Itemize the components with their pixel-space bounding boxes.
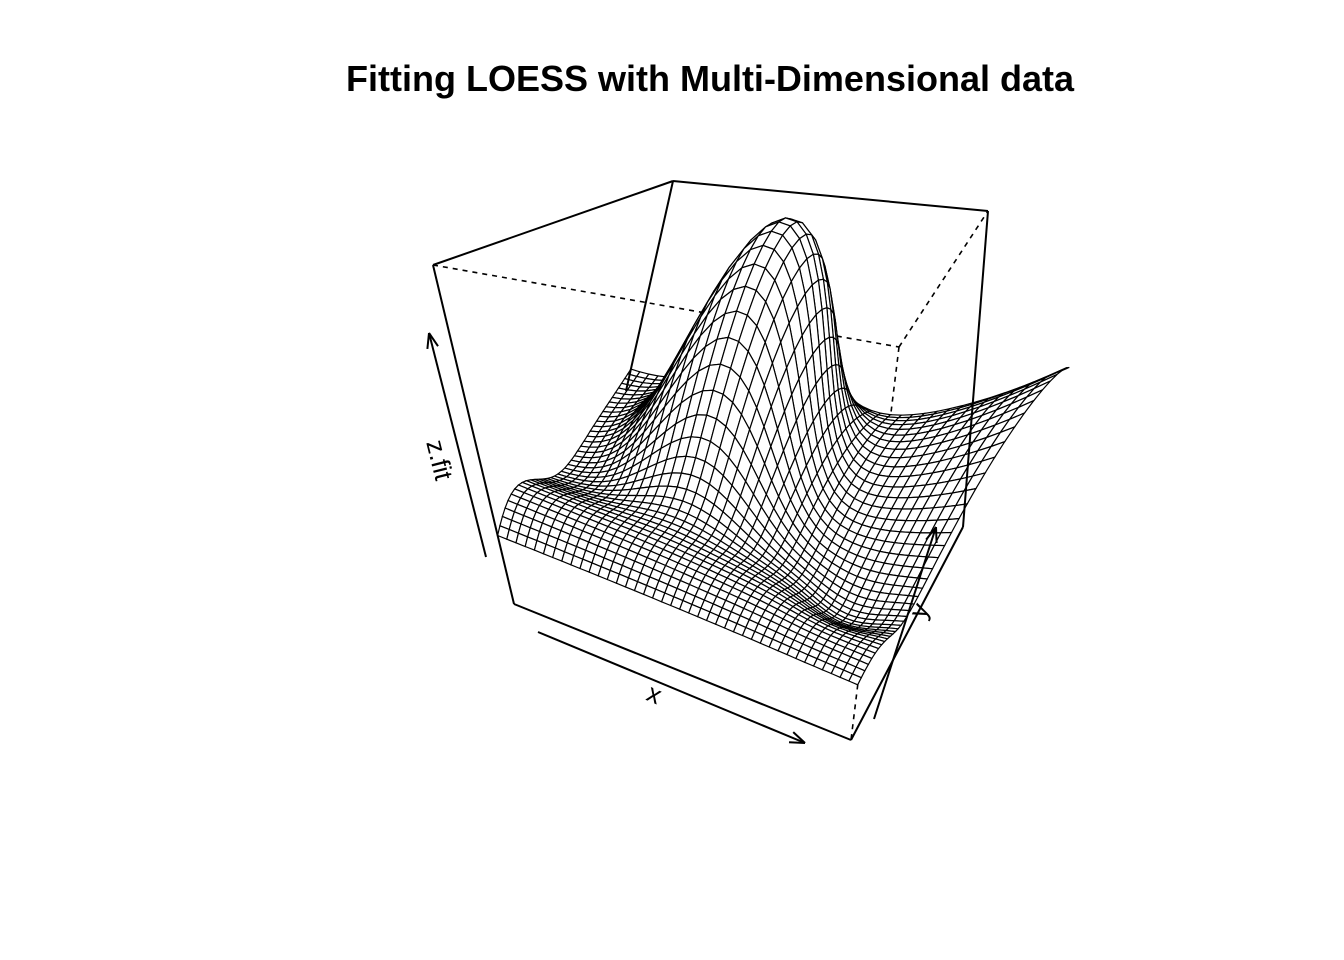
x-axis-label: x [643,677,667,710]
box-edge [962,210,989,528]
box-edge [432,264,515,605]
y-axis-arrow [873,526,938,720]
axis-arrows [426,332,938,744]
box-edge [513,603,852,741]
z-axis-arrow [426,332,487,558]
box-edge [898,210,989,348]
z-axis-label: z.fit [420,437,459,484]
box-edge [672,180,989,212]
chart-title: Fitting LOESS with Multi-Dimensional dat… [346,58,1074,99]
box-edge [850,526,964,741]
x-axis-arrow [537,631,806,744]
box-front-edges [432,180,989,741]
box-edge [625,180,674,392]
mesh-cell [848,673,863,686]
box-edge [432,180,674,266]
surface-mesh [496,217,1070,686]
